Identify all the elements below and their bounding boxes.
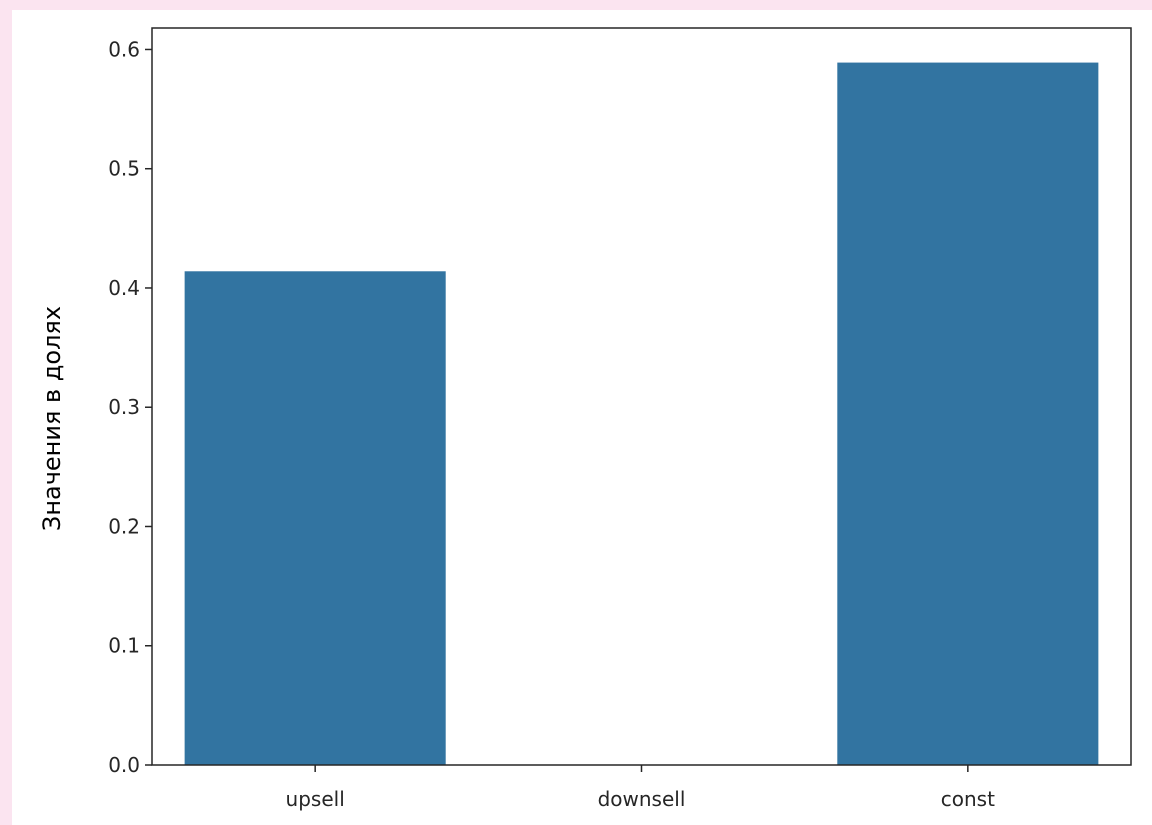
bar-upsell (184, 271, 446, 765)
x-ticks-group: upsell downsell const (286, 765, 995, 811)
x-tick-label: const (941, 787, 995, 811)
x-tick-label: downsell (598, 787, 686, 811)
y-tick-label: 0.0 (108, 753, 140, 777)
y-tick-label: 0.4 (108, 276, 140, 300)
y-tick-label: 0.3 (108, 395, 140, 419)
y-ticks-group: 0.0 0.1 0.2 0.3 0.4 0.5 0.6 (108, 37, 152, 777)
y-tick-label: 0.6 (108, 37, 140, 61)
bar-const (837, 62, 1099, 765)
y-tick-label: 0.5 (108, 157, 140, 181)
y-tick-label: 0.1 (108, 634, 140, 658)
y-axis-label: Значения в долях (38, 306, 66, 531)
x-tick-label: upsell (286, 787, 345, 811)
plot-frame (151, 27, 1132, 766)
bars-group (184, 62, 1099, 765)
y-tick-label: 0.2 (108, 514, 140, 538)
